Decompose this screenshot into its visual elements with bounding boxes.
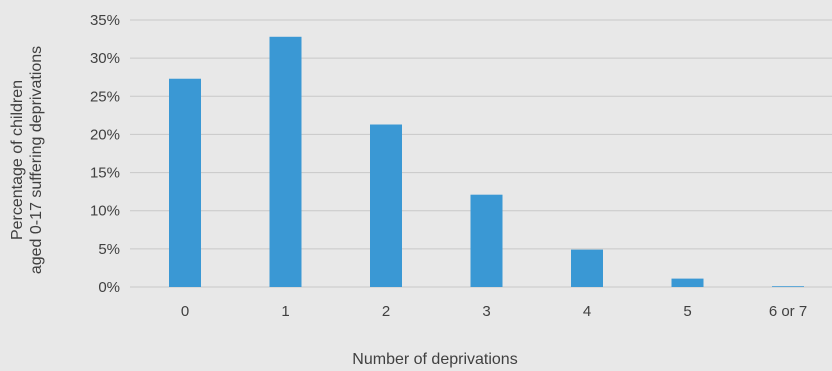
y-axis-title-line-1: Percentage of children (9, 80, 26, 240)
y-tick-label: 15% (90, 165, 120, 182)
bar (169, 78, 201, 288)
y-tick-label: 0% (98, 279, 120, 296)
bar (470, 194, 503, 287)
x-axis-title: Number of deprivations (352, 351, 517, 368)
bars (169, 36, 804, 288)
bar (269, 36, 302, 288)
x-tick-label: 2 (382, 303, 390, 320)
bar (671, 278, 704, 287)
y-tick-label: 10% (90, 203, 120, 220)
x-tick-label: 0 (181, 303, 189, 320)
x-tick-label: 4 (583, 303, 591, 320)
bar (571, 249, 603, 287)
y-tick-label: 30% (90, 50, 120, 67)
y-tick-label: 5% (98, 241, 120, 258)
y-tick-label: 35% (90, 12, 120, 29)
y-axis-title: Percentage of children aged 0-17 sufferi… (9, 46, 45, 274)
x-axis-ticks: 0 1 2 3 4 5 6 or 7 (181, 303, 807, 320)
y-tick-label: 20% (90, 126, 120, 143)
x-tick-label: 5 (683, 303, 691, 320)
y-axis-ticks: 0% 5% 10% 15% 20% 25% 30% 35% (90, 12, 120, 296)
bar (772, 286, 804, 287)
x-tick-label: 3 (482, 303, 490, 320)
x-tick-label: 1 (281, 303, 289, 320)
x-tick-label: 6 or 7 (769, 303, 807, 320)
y-tick-label: 25% (90, 88, 120, 105)
bar (370, 124, 402, 287)
y-axis-title-line-2: aged 0-17 suffering deprivations (28, 46, 45, 274)
